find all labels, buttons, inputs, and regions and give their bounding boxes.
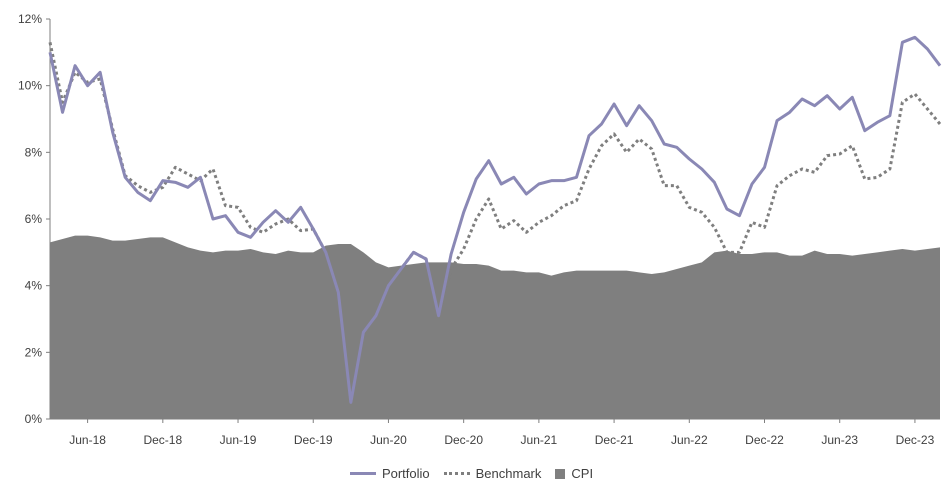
x-tick-label: Jun-18 <box>69 433 106 447</box>
line-chart: 0% 2% 4% 6% 8% 10% 12% Jun-18 Dec-18 Jun-19 Dec-1… <box>18 12 942 447</box>
x-tick-labels: Jun-18 Dec-18 Jun-19 Dec-19 Jun-20 Dec-20 Jun-… <box>69 419 935 447</box>
x-tick-label: Jun-23 <box>821 433 858 447</box>
cpi-area-layer <box>50 235 940 419</box>
y-tick-label: 10% <box>18 79 42 93</box>
legend-label-cpi: CPI <box>571 466 594 481</box>
legend-label-benchmark: Benchmark <box>475 466 542 481</box>
x-tick-label: Jun-20 <box>370 433 407 447</box>
legend-item-portfolio: Portfolio <box>349 466 430 481</box>
y-tick-label: 2% <box>25 345 43 359</box>
x-tick-label: Dec-22 <box>745 433 784 447</box>
x-tick-label: Dec-23 <box>896 433 935 447</box>
x-tick-label: Dec-21 <box>595 433 634 447</box>
x-tick-label: Jun-21 <box>521 433 558 447</box>
legend-swatch-portfolio <box>349 472 376 475</box>
legend-label-portfolio: Portfolio <box>381 466 430 481</box>
legend-swatch-benchmark <box>443 472 470 475</box>
y-tick-labels: 0% 2% 4% 6% 8% 10% 12% <box>18 12 50 426</box>
legend-swatch-cpi <box>555 468 566 479</box>
y-tick-label: 12% <box>18 12 42 26</box>
x-tick-label: Jun-22 <box>671 433 708 447</box>
y-tick-label: 8% <box>25 145 43 159</box>
y-tick-label: 4% <box>25 279 43 293</box>
x-tick-label: Jun-19 <box>220 433 257 447</box>
series-benchmark-line <box>48 42 942 404</box>
x-tick-label: Dec-18 <box>143 433 182 447</box>
series-cpi-area <box>50 235 940 419</box>
x-tick-label: Dec-20 <box>444 433 483 447</box>
y-tick-label: 6% <box>25 212 43 226</box>
legend-item-cpi: CPI <box>555 466 593 481</box>
legend: Portfolio Benchmark CPI <box>0 466 943 481</box>
series-portfolio-line <box>48 35 942 404</box>
series-lines <box>48 35 942 404</box>
legend-item-benchmark: Benchmark <box>443 466 542 481</box>
x-tick-label: Dec-19 <box>294 433 333 447</box>
y-tick-label: 0% <box>25 412 43 426</box>
